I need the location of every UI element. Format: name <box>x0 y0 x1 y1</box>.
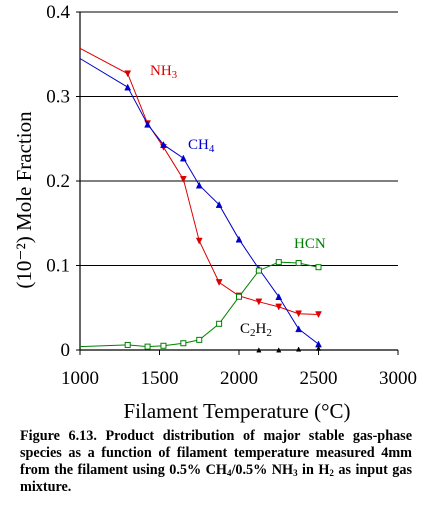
point-nh3-1 <box>124 70 132 78</box>
point-nh3-8 <box>255 298 263 306</box>
x-tick-label-3: 2500 <box>300 368 338 389</box>
point-ch4-2 <box>144 120 151 128</box>
point-nh3-4 <box>179 176 187 183</box>
caption-mid2: in H <box>297 462 330 478</box>
series-lines <box>79 47 322 353</box>
point-nh3-11 <box>315 311 322 319</box>
point-c2h2-1 <box>276 347 282 353</box>
point-hcn-7 <box>236 293 242 300</box>
series-nh3 <box>79 47 322 319</box>
x-tick-label-2: 2000 <box>220 368 258 389</box>
caption-lead: Figure 6.13. Product distribution of maj… <box>20 428 412 478</box>
point-hcn-2 <box>144 343 151 350</box>
y-tick-label-1: 0.1 <box>46 256 70 277</box>
caption-tail: as input gas mixture. <box>20 462 412 495</box>
y-axis-title: (10⁻²) Mole Fraction <box>12 111 36 289</box>
point-hcn-10 <box>295 259 302 266</box>
point-hcn-1 <box>124 341 131 348</box>
point-hcn-9 <box>275 259 282 266</box>
series-ch4 <box>79 58 322 348</box>
point-c2h2-0 <box>256 347 262 353</box>
series-labels: NH3 CH4 HCN C2H2 <box>150 63 326 339</box>
point-nh3-9 <box>275 303 283 311</box>
series-label-hcn: HCN <box>294 236 326 252</box>
point-c2h2-2 <box>296 346 302 352</box>
x-tick-label-4: 3000 <box>379 368 417 389</box>
point-ch4-4 <box>179 154 187 162</box>
point-ch4-9 <box>275 293 283 301</box>
point-nh3-6 <box>215 279 223 286</box>
point-hcn-8 <box>255 267 262 274</box>
series-label-nh3: NH3 <box>150 63 178 81</box>
point-hcn-4 <box>180 340 187 347</box>
series-c2h2 <box>256 345 322 353</box>
point-ch4-5 <box>195 181 203 189</box>
series-label-c2h2: C2H2 <box>240 321 272 339</box>
point-ch4-1 <box>124 83 132 91</box>
series-label-ch4: CH4 <box>188 137 215 155</box>
line-ch4 <box>79 58 319 345</box>
caption-sub-nh3: 3 <box>293 468 298 478</box>
point-ch4-6 <box>215 201 223 208</box>
axes <box>76 11 399 355</box>
line-hcn <box>79 261 319 348</box>
caption-sub-ch4: 4 <box>226 468 232 478</box>
figure-caption: Figure 6.13. Product distribution of maj… <box>20 428 412 496</box>
point-hcn-5 <box>196 336 203 343</box>
y-tick-label-3: 0.3 <box>46 87 70 108</box>
x-tick-label-1: 1500 <box>141 368 179 389</box>
line-nh3 <box>79 47 319 315</box>
point-hcn-6 <box>216 320 223 327</box>
y-tick-label-2: 0.2 <box>46 171 70 192</box>
point-nh3-10 <box>295 310 303 318</box>
caption-mid: /0.5% NH <box>231 462 294 478</box>
series-hcn <box>79 259 322 350</box>
gridlines <box>80 11 398 266</box>
point-ch4-10 <box>295 325 303 333</box>
x-axis-title: Filament Temperature (°C) <box>124 399 351 423</box>
y-tick-label-4: 0.4 <box>46 2 70 23</box>
point-hcn-11 <box>315 264 322 271</box>
y-tick-label-0: 0 <box>61 340 71 361</box>
point-nh3-5 <box>195 237 203 245</box>
point-ch4-3 <box>160 141 167 148</box>
caption-sub-h2: 2 <box>329 468 334 478</box>
point-hcn-3 <box>160 342 167 349</box>
point-ch4-7 <box>235 235 243 243</box>
tick-labels: 0 0.1 0.2 0.3 0.4 1000 1500 2000 2500 3000 <box>46 2 417 389</box>
point-c2h2-3 <box>315 345 322 351</box>
x-tick-label-0: 1000 <box>61 368 99 389</box>
